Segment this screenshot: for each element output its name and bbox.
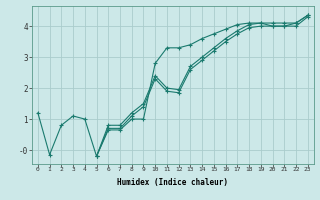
X-axis label: Humidex (Indice chaleur): Humidex (Indice chaleur) — [117, 178, 228, 187]
